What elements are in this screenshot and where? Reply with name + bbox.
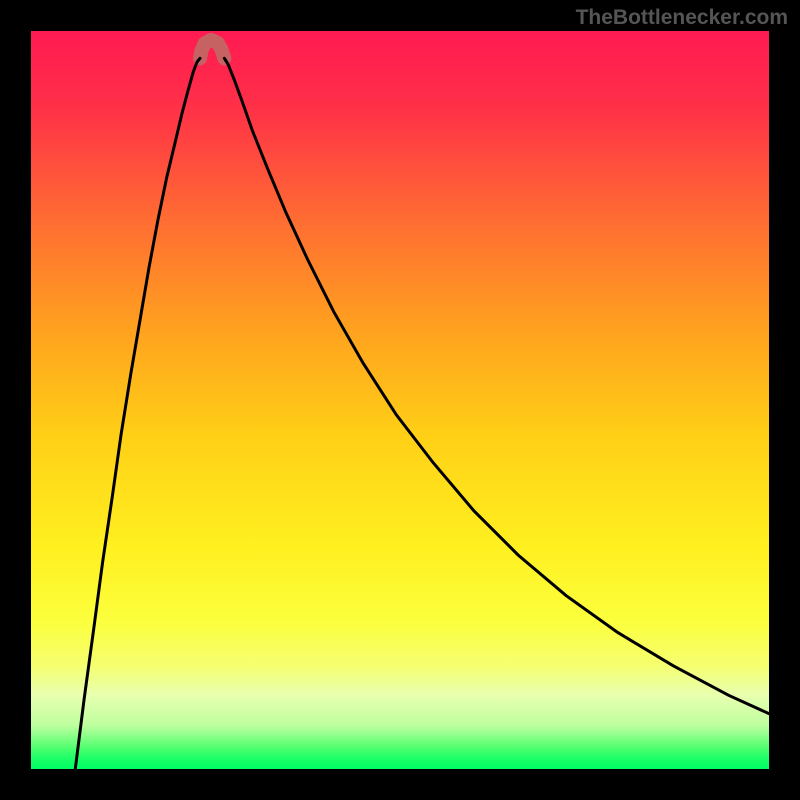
watermark-link[interactable]: TheBottlenecker.com <box>576 6 788 30</box>
plot-area <box>31 31 769 769</box>
cusp-marker <box>200 40 224 58</box>
curve-left-branch <box>75 58 200 769</box>
chart-frame: TheBottlenecker.com <box>0 0 800 800</box>
curve-right-branch <box>224 58 769 713</box>
bottleneck-curve <box>31 31 769 769</box>
